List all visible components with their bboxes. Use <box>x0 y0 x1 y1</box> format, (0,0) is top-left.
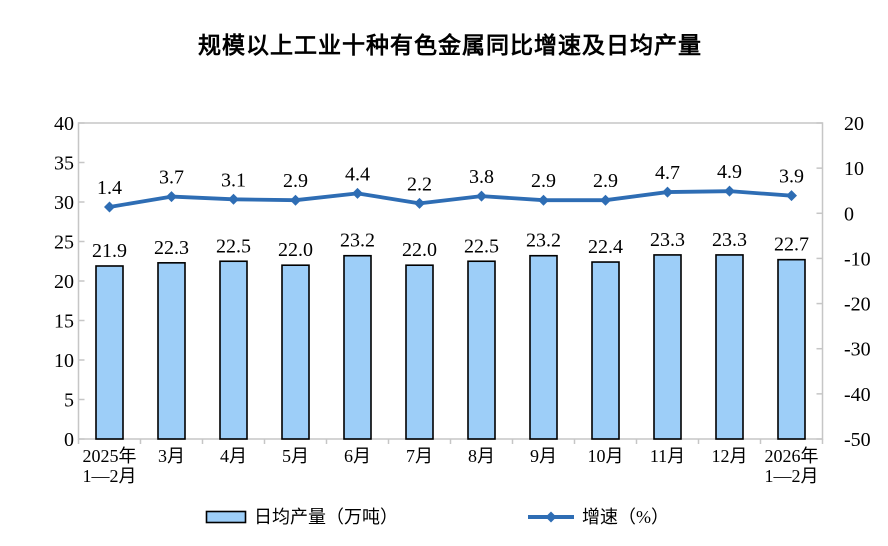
legend: 日均产量（万吨） 增速（%） <box>0 503 888 531</box>
x-axis-label: 5月 <box>282 446 309 466</box>
right-axis-tick-label: -20 <box>844 294 871 316</box>
right-axis-tick-label: -50 <box>844 429 871 451</box>
left-axis-tick-label: 10 <box>54 350 74 372</box>
line-marker <box>104 201 115 213</box>
line-value-label: 3.7 <box>159 167 184 189</box>
bar-value-label: 23.3 <box>712 229 747 251</box>
right-axis-tick-label: 20 <box>844 113 864 135</box>
right-axis-tick-label: -30 <box>844 339 871 361</box>
legend-line-label: 增速（%） <box>582 507 669 527</box>
x-axis-label: 4月 <box>220 446 247 466</box>
line-value-label: 2.9 <box>531 170 556 192</box>
line-value-label: 4.7 <box>655 162 680 184</box>
line-value-label: 3.1 <box>221 169 246 191</box>
right-axis-tick-label: 10 <box>844 158 864 180</box>
bar <box>777 258 806 440</box>
right-axis-tick-label: -40 <box>844 384 871 406</box>
bar-value-label: 22.0 <box>402 239 437 261</box>
left-axis-tick-label: 5 <box>64 390 74 412</box>
x-axis-label: 2025年 <box>83 446 137 466</box>
left-axis-tick-label: 35 <box>54 153 74 175</box>
left-axis-tick-label: 30 <box>54 192 74 214</box>
bar <box>157 262 186 440</box>
bar <box>219 260 248 440</box>
x-axis-label: 10月 <box>588 446 624 466</box>
line-marker <box>166 191 177 203</box>
x-axis-label: 3月 <box>158 446 185 466</box>
bar-series-swatch-icon <box>205 510 247 524</box>
bar <box>715 254 744 440</box>
line-marker <box>786 190 797 202</box>
x-axis-label: 1—2月 <box>83 466 137 486</box>
line-value-label: 3.9 <box>779 166 804 188</box>
bar <box>653 254 682 440</box>
left-axis-tick-label: 25 <box>54 232 74 254</box>
line-value-label: 4.4 <box>345 163 370 185</box>
bar-value-label: 22.3 <box>154 237 189 259</box>
bar <box>281 264 310 440</box>
x-axis-label: 1—2月 <box>765 466 819 486</box>
x-axis-label: 11月 <box>650 446 685 466</box>
line-marker <box>228 193 239 205</box>
legend-item-line: 增速（%） <box>527 503 669 531</box>
left-axis-tick-label: 15 <box>54 311 74 333</box>
line-series-swatch-icon <box>528 511 574 523</box>
line-marker <box>538 194 549 206</box>
left-axis-tick-label: 40 <box>54 113 74 135</box>
x-axis-label: 6月 <box>344 446 371 466</box>
bar-value-label: 23.2 <box>340 230 375 252</box>
x-axis-label: 2026年 <box>765 446 819 466</box>
line-marker <box>724 185 735 197</box>
line-marker <box>600 194 611 206</box>
x-axis-label: 12月 <box>712 446 748 466</box>
line-value-label: 2.9 <box>283 170 308 192</box>
bar-value-label: 22.0 <box>278 239 313 261</box>
bar-value-label: 21.9 <box>92 240 127 262</box>
line-value-label: 3.8 <box>469 166 494 188</box>
legend-bar-label: 日均产量（万吨） <box>254 507 398 527</box>
line-marker <box>414 197 425 209</box>
right-axis-tick-label: -10 <box>844 248 871 270</box>
line-value-label: 2.9 <box>593 170 618 192</box>
bar-value-label: 23.2 <box>526 230 561 252</box>
bar <box>591 261 620 440</box>
bar-value-label: 22.7 <box>774 234 809 256</box>
bar-value-label: 22.5 <box>464 235 499 257</box>
bar-value-label: 22.5 <box>216 235 251 257</box>
line-marker <box>352 187 363 199</box>
plot-frame <box>77 122 824 440</box>
line-marker <box>290 194 301 206</box>
line-marker <box>662 186 673 198</box>
trend-line <box>109 189 792 209</box>
chart-title: 规模以上工业十种有色金属同比增速及日均产量 <box>198 32 702 58</box>
bar <box>405 264 434 440</box>
bar <box>343 254 372 440</box>
bar-value-label: 23.3 <box>650 229 685 251</box>
line-value-label: 4.9 <box>717 161 742 183</box>
bar-value-label: 22.4 <box>588 236 623 258</box>
x-axis-label: 9月 <box>530 446 557 466</box>
x-axis-label: 7月 <box>406 446 433 466</box>
legend-item-bar: 日均产量（万吨） <box>205 503 398 531</box>
left-axis-tick-label: 0 <box>64 429 74 451</box>
right-axis-tick-label: 0 <box>844 203 854 225</box>
left-axis-tick-label: 20 <box>54 271 74 293</box>
line-value-label: 2.2 <box>407 173 432 195</box>
bar <box>95 265 124 440</box>
bar <box>529 254 558 440</box>
x-axis-label: 8月 <box>468 446 495 466</box>
line-marker <box>476 190 487 202</box>
line-value-label: 1.4 <box>97 177 122 199</box>
bar <box>467 260 496 440</box>
